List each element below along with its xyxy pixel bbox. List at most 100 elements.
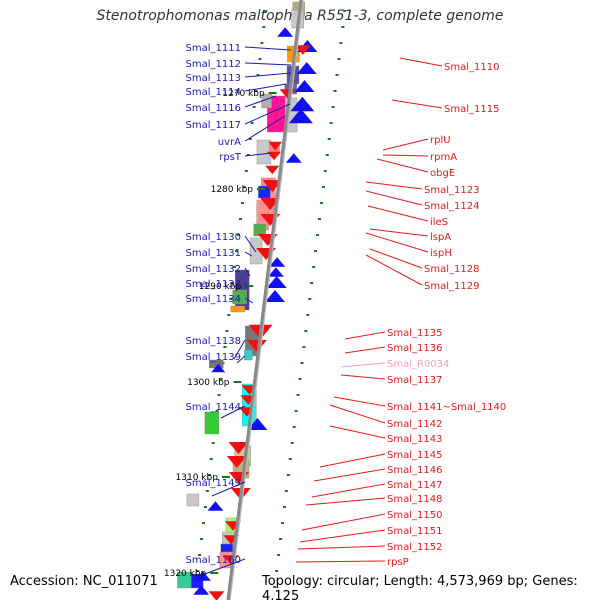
strand-rail-dot bbox=[252, 106, 256, 108]
strand-rail-dot bbox=[277, 554, 281, 556]
strand-rail-dot bbox=[242, 186, 246, 188]
gene-arrow bbox=[208, 591, 225, 600]
strand-rail-dot bbox=[300, 362, 304, 364]
right-gene-connector bbox=[369, 248, 423, 269]
strand-rail-dot bbox=[262, 26, 266, 28]
right-gene-connector bbox=[365, 254, 423, 286]
right-gene-connector bbox=[365, 181, 423, 190]
gene-arrow bbox=[294, 45, 311, 55]
strand-rail-dot bbox=[223, 346, 227, 348]
right-gene-label: Smal_1137 bbox=[387, 375, 442, 386]
right-gene-label: Smal_1152 bbox=[387, 542, 442, 553]
strand-rail-dot bbox=[225, 330, 229, 332]
left-gene-connector bbox=[244, 267, 251, 277]
left-gene-label: Smal_1133 bbox=[186, 279, 241, 290]
strand-rail-dot bbox=[298, 378, 302, 380]
strand-rail-dot bbox=[282, 506, 286, 508]
right-gene-connector bbox=[305, 497, 386, 506]
strand-rail-dot bbox=[205, 490, 209, 492]
right-gene-label: Smal_1141~Smal_1140 bbox=[387, 402, 506, 413]
strand-rail-dot bbox=[323, 170, 327, 172]
strand-rail-dot bbox=[333, 90, 337, 92]
left-gene-connector bbox=[244, 282, 248, 289]
strand-rail-dot bbox=[264, 10, 268, 12]
right-gene-connector bbox=[329, 425, 386, 439]
gene-arrow bbox=[266, 276, 287, 288]
right-gene-connector bbox=[376, 158, 429, 173]
left-gene-label: Smal_1132 bbox=[186, 264, 241, 275]
strand-rail-dot bbox=[248, 138, 252, 140]
strand-rail-dot bbox=[331, 106, 335, 108]
kbp-tick-label: 1280 kbp bbox=[211, 185, 254, 195]
gene-arrow bbox=[267, 267, 284, 277]
strand-rail-dot bbox=[325, 154, 329, 156]
strand-rail-dot bbox=[233, 266, 237, 268]
strand-rail-dot bbox=[316, 234, 320, 236]
gene-arrow bbox=[267, 151, 282, 161]
left-gene-label: Smal_1112 bbox=[186, 59, 241, 70]
right-gene-label: Smal_1135 bbox=[387, 328, 442, 339]
strand-rail-dot bbox=[321, 186, 325, 188]
left-gene-label: Smal_1144 bbox=[186, 402, 241, 413]
left-gene-connector bbox=[244, 235, 257, 253]
gene-arrow bbox=[247, 418, 268, 430]
gene-block bbox=[220, 543, 234, 553]
left-gene-label: Smal_1114 bbox=[186, 87, 241, 98]
strand-rail-dot bbox=[209, 458, 213, 460]
right-gene-connector bbox=[369, 228, 429, 237]
strand-rail-dot bbox=[244, 170, 248, 172]
strand-rail-dot bbox=[219, 378, 223, 380]
gene-arrow bbox=[288, 108, 313, 124]
right-gene-connector bbox=[367, 205, 429, 222]
strand-rail-dot bbox=[284, 490, 288, 492]
left-gene-connector bbox=[244, 152, 273, 157]
gene-arrow bbox=[294, 80, 315, 92]
strand-rail-dot bbox=[317, 218, 321, 220]
right-gene-label: Smal_1123 bbox=[424, 185, 479, 196]
right-gene-connector bbox=[344, 346, 386, 354]
right-gene-label: Smal_1136 bbox=[387, 343, 442, 354]
gene-block bbox=[232, 289, 247, 305]
right-gene-connector bbox=[365, 190, 423, 206]
strand-rail-dot bbox=[310, 282, 314, 284]
left-gene-connector bbox=[244, 83, 287, 92]
left-gene-connector bbox=[244, 251, 253, 257]
strand-rail-dot bbox=[207, 474, 211, 476]
strand-rail-dot bbox=[238, 218, 242, 220]
strand-rail-dot bbox=[280, 522, 284, 524]
right-gene-connector bbox=[329, 404, 386, 424]
right-gene-connector bbox=[297, 545, 386, 550]
left-gene-connector bbox=[233, 339, 246, 360]
right-gene-connector bbox=[333, 396, 386, 407]
right-gene-connector bbox=[391, 99, 443, 109]
left-gene-connector bbox=[193, 558, 246, 579]
left-gene-label: Smal_1139 bbox=[186, 352, 241, 363]
strand-rail-dot bbox=[296, 394, 300, 396]
right-gene-connector bbox=[295, 560, 386, 563]
right-gene-connector bbox=[319, 453, 386, 468]
genome-summary: Topology: circular; Length: 4,573,969 bp… bbox=[262, 574, 578, 600]
strand-rail-dot bbox=[304, 330, 308, 332]
strand-rail-dot bbox=[260, 42, 264, 44]
strand-rail-dot bbox=[341, 26, 345, 28]
right-gene-connector bbox=[301, 513, 386, 531]
left-gene-label: Smal_1149 bbox=[186, 478, 241, 489]
strand-rail-dot bbox=[275, 570, 279, 572]
strand-rail-dot bbox=[294, 410, 298, 412]
gene-arrow bbox=[269, 257, 286, 267]
right-gene-label: Smal_1147 bbox=[387, 480, 442, 491]
left-gene-connector bbox=[244, 72, 292, 78]
right-gene-connector bbox=[365, 232, 429, 253]
gene-arrow bbox=[194, 571, 211, 581]
strand-rail-dot bbox=[308, 298, 312, 300]
strand-rail-dot bbox=[250, 122, 254, 124]
kbp-tick-label: 1290 kbp bbox=[199, 282, 242, 292]
kbp-tick-label: 1310 kbp bbox=[176, 473, 219, 483]
left-gene-connector bbox=[211, 481, 246, 497]
left-gene-label: uvrA bbox=[218, 137, 241, 148]
strand-rail-dot bbox=[254, 90, 258, 92]
strand-rail-dot bbox=[240, 202, 244, 204]
right-gene-label: Smal_1124 bbox=[424, 201, 479, 212]
strand-rail-dot bbox=[215, 410, 219, 412]
gene-arrow bbox=[228, 442, 249, 454]
